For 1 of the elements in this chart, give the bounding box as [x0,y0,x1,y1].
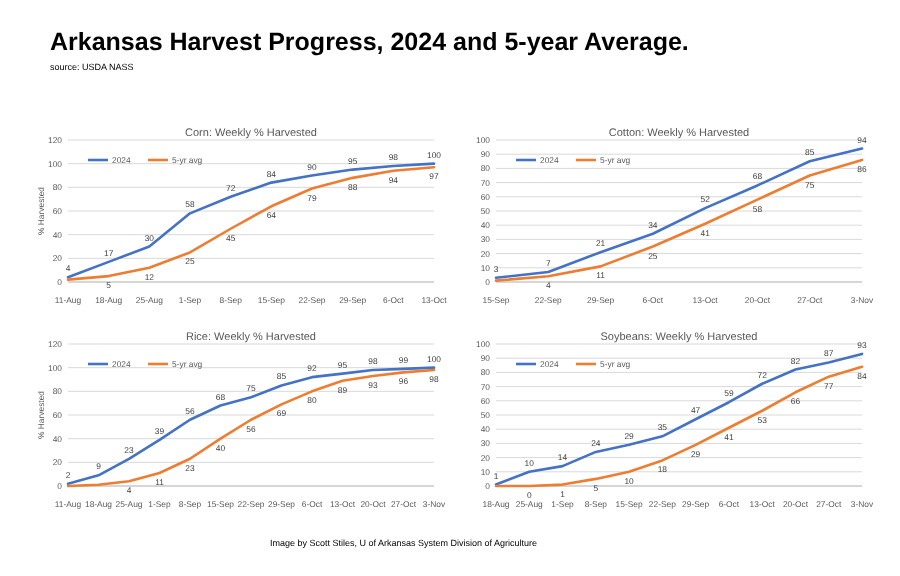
text: Arkansas Harvest Progress, 2024 and 5-year Average. [50,28,689,56]
